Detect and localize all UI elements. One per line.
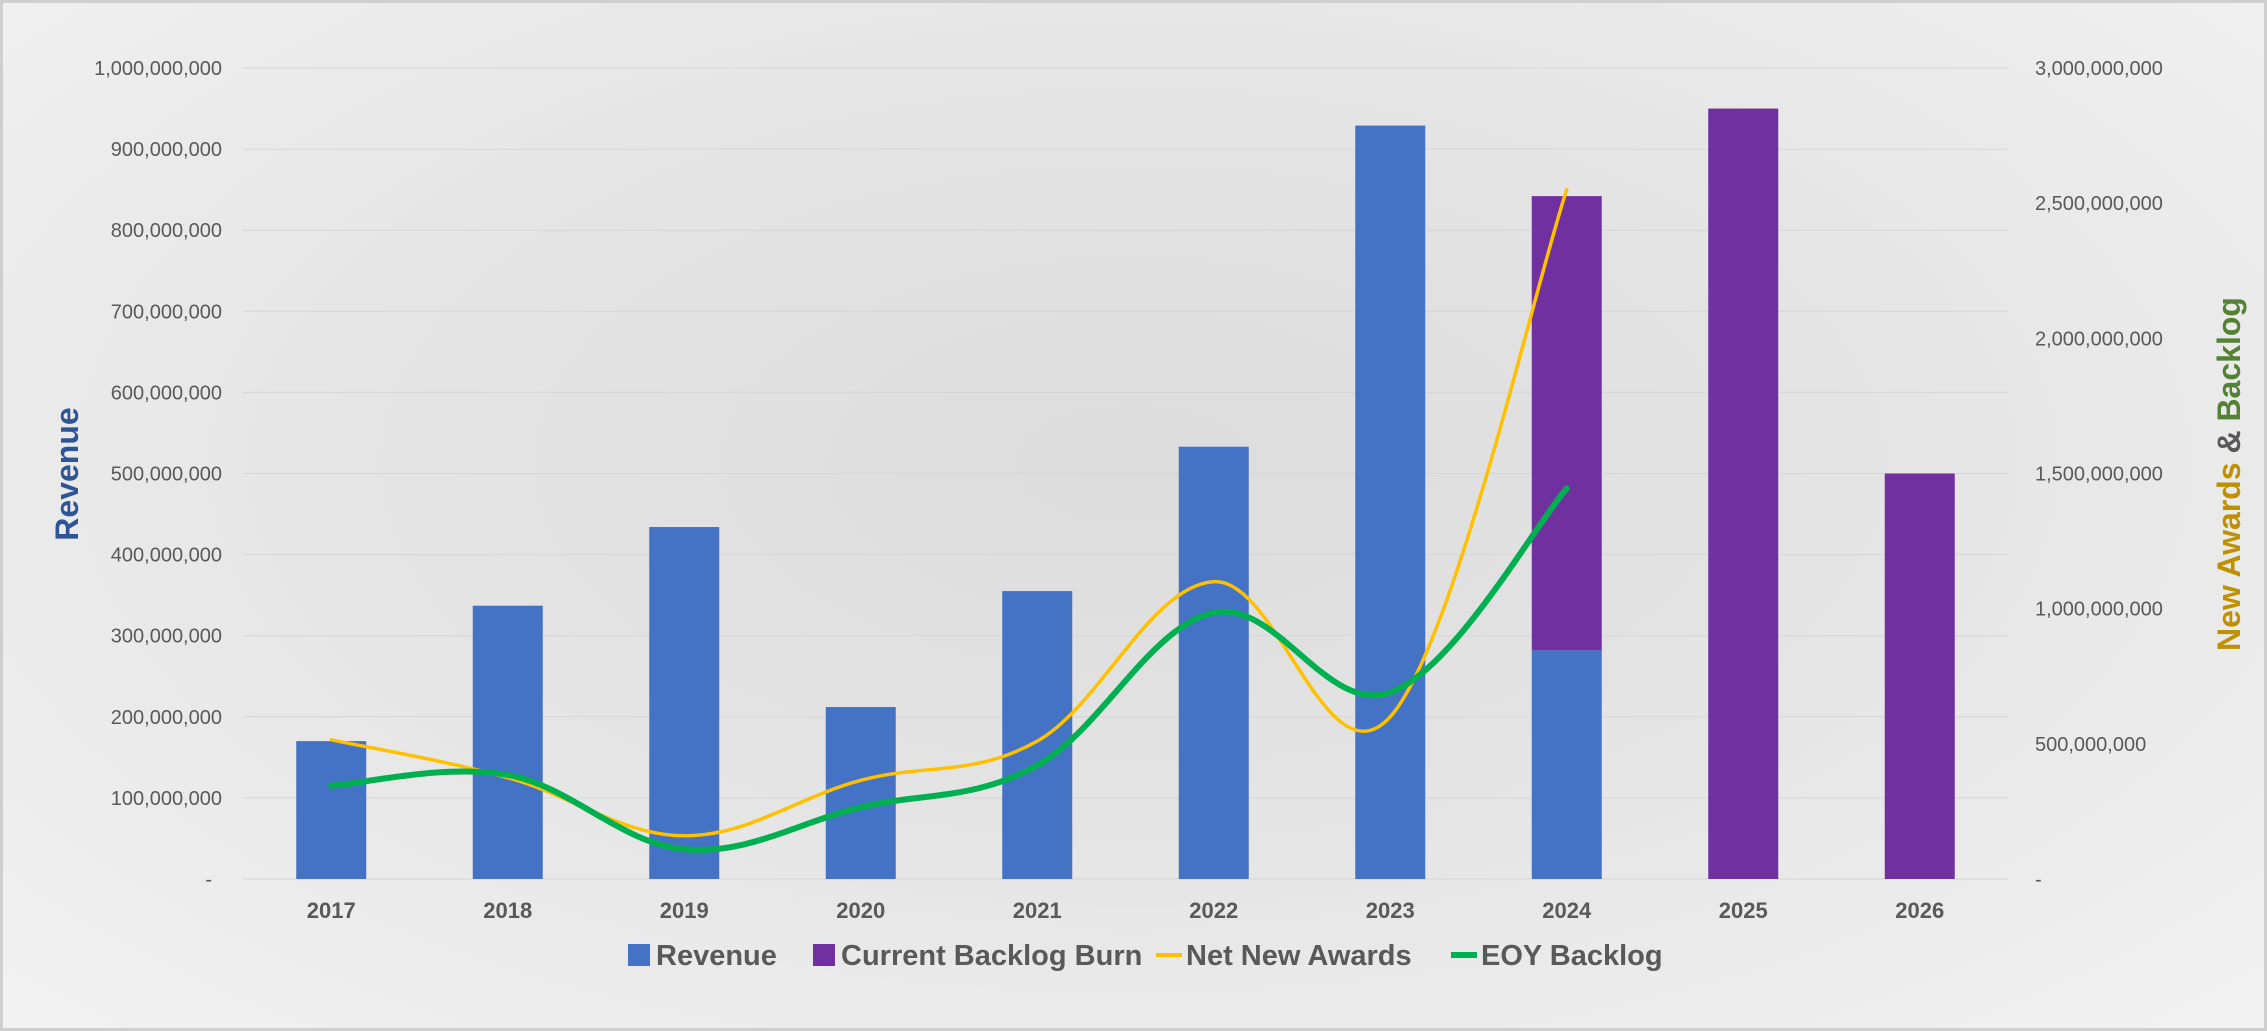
y2-tick-label: 3,000,000,000 [2035,58,2163,80]
x-tick-label: 2024 [1542,898,1592,923]
left-axis-ticks: - 100,000,000 200,000,000 300,000,000 400,00… [94,58,222,891]
y2-title-part: Backlog [2211,297,2247,421]
lines [328,187,1570,853]
bar-current-backlog-burn-2026 [1884,473,1955,879]
x-axis-ticks: 2017 2018 2019 2020 2021 2022 2023 2024 2025 2026 [307,898,1944,923]
legend-label: EOY Backlog [1481,940,1663,972]
y-axis-title: Revenue [49,407,85,540]
y-tick-label: 200,000,000 [111,707,222,729]
bar-current-backlog-burn-2024 [1531,196,1602,651]
bars [296,108,1955,880]
legend-swatch [628,944,650,966]
y2-axis-title: New Awards & Backlog [2211,297,2247,651]
legend: Revenue Current Backlog Burn Net New Award… [628,940,1663,972]
bar-revenue-2020 [825,707,896,879]
x-tick-label: 2017 [307,898,356,923]
right-axis-ticks: - 500,000,000 1,000,000,000 1,500,000,000 2,… [2035,58,2163,891]
x-tick-label: 2020 [836,898,885,923]
y-tick-label: 800,000,000 [111,220,222,242]
legend-label: Net New Awards [1186,940,1412,972]
y2-tick-label: 2,000,000,000 [2035,328,2163,350]
x-tick-label: 2025 [1719,898,1768,923]
y-tick-label: 700,000,000 [111,301,222,323]
legend-swatch [813,944,835,966]
bar-revenue-2024 [1531,650,1602,879]
x-tick-label: 2026 [1895,898,1944,923]
y-tick-label: 400,000,000 [111,545,222,567]
x-tick-label: 2018 [483,898,532,923]
y2-tick-label: - [2035,869,2042,891]
x-tick-label: 2023 [1366,898,1415,923]
y-tick-label: 900,000,000 [111,139,222,161]
y-tick-label: - [205,869,212,891]
legend-label: Current Backlog Burn [841,940,1142,972]
y-tick-label: 600,000,000 [111,382,222,404]
y2-tick-label: 1,500,000,000 [2035,464,2163,486]
y2-title-part: New Awards [2211,462,2247,651]
y2-tick-label: 1,000,000,000 [2035,599,2163,621]
bar-revenue-2017 [296,741,367,879]
bar-current-backlog-burn-2025 [1708,108,1779,880]
legend-label: Revenue [656,940,777,972]
line-eoy-backlog [328,485,1570,853]
y-tick-label: 500,000,000 [111,464,222,486]
bar-revenue-2022 [1178,446,1249,879]
y-tick-label: 300,000,000 [111,626,222,648]
x-tick-label: 2021 [1013,898,1062,923]
bar-revenue-2021 [1002,591,1073,879]
y-tick-label: 1,000,000,000 [94,58,222,80]
y2-title-part: & [2211,422,2247,463]
y2-tick-label: 500,000,000 [2035,734,2146,756]
x-tick-label: 2022 [1189,898,1238,923]
x-tick-label: 2019 [660,898,709,923]
bar-revenue-2023 [1355,125,1426,880]
y-tick-label: 100,000,000 [111,788,222,810]
bar-revenue-2019 [649,527,720,879]
y2-tick-label: 2,500,000,000 [2035,193,2163,215]
bar-revenue-2018 [472,605,543,879]
